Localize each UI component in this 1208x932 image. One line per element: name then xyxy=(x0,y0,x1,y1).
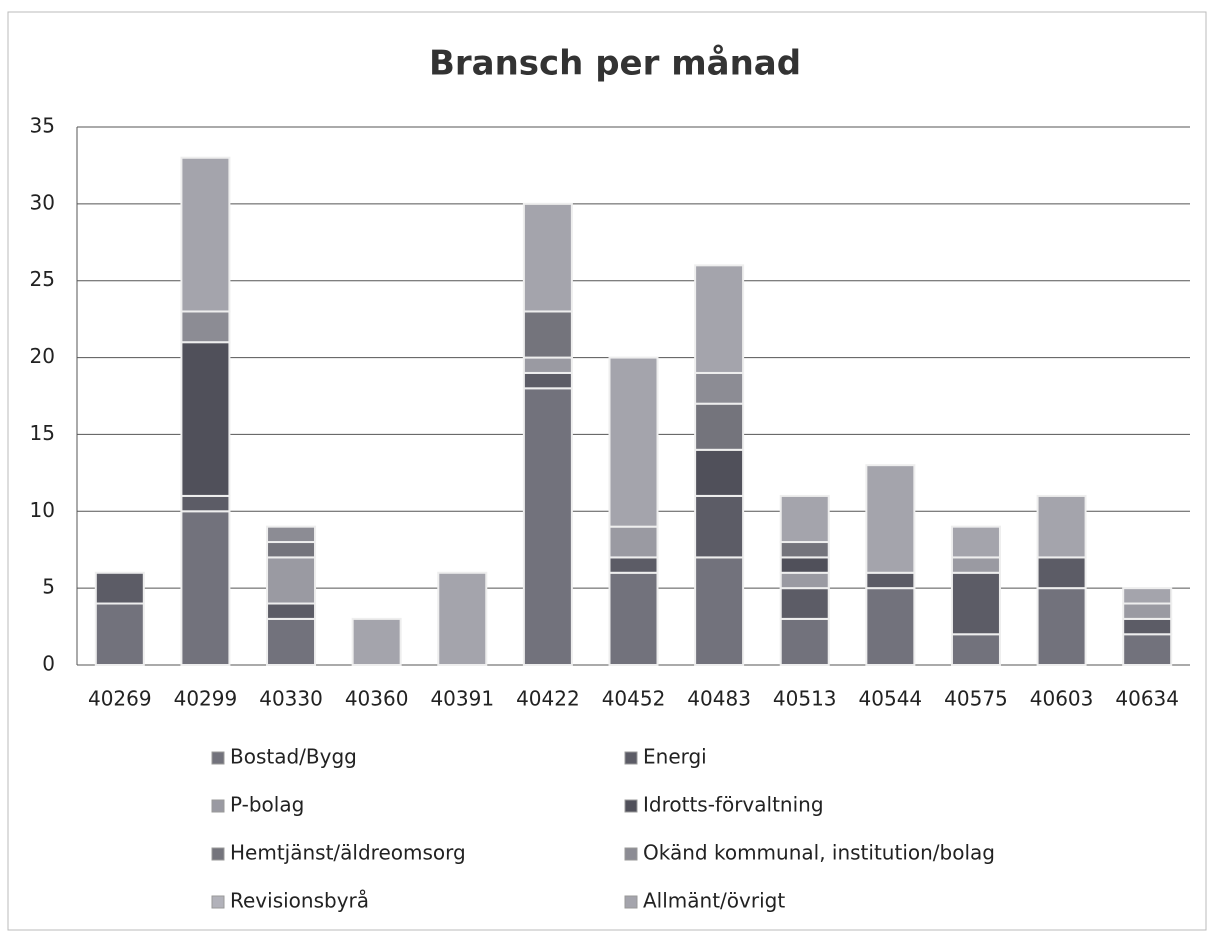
x-tick-label: 40269 xyxy=(88,687,152,711)
x-tick-label: 40391 xyxy=(430,687,494,711)
bar-segment xyxy=(351,617,402,667)
bar-segment xyxy=(694,371,745,405)
bar-segment xyxy=(437,571,488,666)
legend-label: Revisionsbyrå xyxy=(230,889,369,913)
x-tick-label: 40575 xyxy=(944,687,1008,711)
y-tick-label: 15 xyxy=(30,421,55,445)
bar-segment xyxy=(1122,617,1173,636)
bar-segment xyxy=(266,525,317,544)
bar-segment xyxy=(1122,602,1173,620)
x-tick-label: 40544 xyxy=(859,687,923,711)
bar-segment xyxy=(608,556,659,574)
legend-label: Okänd kommunal, institution/bolag xyxy=(643,841,995,865)
legend-swatch xyxy=(624,895,638,909)
legend-swatch xyxy=(211,847,225,861)
bar-segment xyxy=(266,617,317,667)
legend-swatch xyxy=(211,895,225,909)
bar-segment xyxy=(694,402,745,451)
legend-label: Hemtjänst/äldreomsorg xyxy=(230,841,466,865)
bar-segment xyxy=(266,602,317,620)
y-tick-label: 10 xyxy=(30,498,55,522)
chart-title: Bransch per månad xyxy=(429,44,801,84)
bar-segment xyxy=(94,571,145,605)
bar-segment xyxy=(180,494,231,513)
legend-label: Idrotts-förvaltning xyxy=(643,793,824,817)
bar-segment xyxy=(180,510,231,666)
y-tick-label: 25 xyxy=(30,267,55,291)
bar-segment xyxy=(694,556,745,667)
y-tick-label: 20 xyxy=(30,344,55,368)
bar-segment xyxy=(266,556,317,605)
x-tick-label: 40483 xyxy=(687,687,751,711)
bar-segment xyxy=(950,633,1001,666)
bar-segment xyxy=(865,571,916,590)
bar-segment xyxy=(865,464,916,574)
bar-segment xyxy=(1122,587,1173,605)
y-tick-label: 35 xyxy=(30,114,55,138)
legend-label: P-bolag xyxy=(230,793,304,817)
x-tick-label: 40422 xyxy=(516,687,580,711)
bar-segment xyxy=(694,494,745,559)
bar-segment xyxy=(1036,556,1087,590)
x-tick-label: 40513 xyxy=(773,687,837,711)
x-tick-label: 40360 xyxy=(345,687,409,711)
bar-segment xyxy=(779,587,830,620)
legend-swatch xyxy=(624,799,638,813)
bar-segment xyxy=(779,541,830,559)
bar-segment xyxy=(950,571,1001,636)
bar-segment xyxy=(522,371,573,390)
bar-segment xyxy=(266,541,317,559)
legend-swatch xyxy=(624,847,638,861)
y-tick-label: 30 xyxy=(30,190,55,214)
y-tick-label: 0 xyxy=(42,652,55,676)
x-tick-label: 40330 xyxy=(259,687,323,711)
bar-segment xyxy=(694,448,745,497)
bar-segment xyxy=(694,264,745,374)
bar-segment xyxy=(180,310,231,344)
x-tick-label: 40452 xyxy=(602,687,666,711)
bar-segment xyxy=(94,602,145,666)
bar-segment xyxy=(779,571,830,590)
legend-swatch xyxy=(211,799,225,813)
bar-segment xyxy=(779,494,830,544)
bar-segment xyxy=(608,525,659,559)
bar-segment xyxy=(522,387,573,666)
x-tick-label: 40603 xyxy=(1030,687,1094,711)
bar-segment xyxy=(865,587,916,667)
x-tick-label: 40634 xyxy=(1115,687,1179,711)
bar-segment xyxy=(522,356,573,374)
bar-segment xyxy=(1122,633,1173,666)
legend-swatch xyxy=(624,751,638,765)
bar-segment xyxy=(180,341,231,497)
legend-label: Bostad/Bygg xyxy=(230,745,357,769)
bar-segment xyxy=(1036,587,1087,667)
bar-segment xyxy=(608,356,659,528)
bar-segment xyxy=(180,156,231,313)
y-tick-label: 5 xyxy=(42,575,55,599)
bar-segment xyxy=(779,617,830,667)
bar-segment xyxy=(950,556,1001,574)
bar-segment xyxy=(779,556,830,574)
bar-segment xyxy=(522,202,573,313)
legend-label: Energi xyxy=(643,745,707,769)
bar-segment xyxy=(522,310,573,359)
bar-segment xyxy=(950,525,1001,559)
bar-segment xyxy=(1036,494,1087,559)
x-tick-label: 40299 xyxy=(174,687,238,711)
bar-segment xyxy=(608,571,659,666)
legend-swatch xyxy=(211,751,225,765)
legend-label: Allmänt/övrigt xyxy=(643,889,785,913)
